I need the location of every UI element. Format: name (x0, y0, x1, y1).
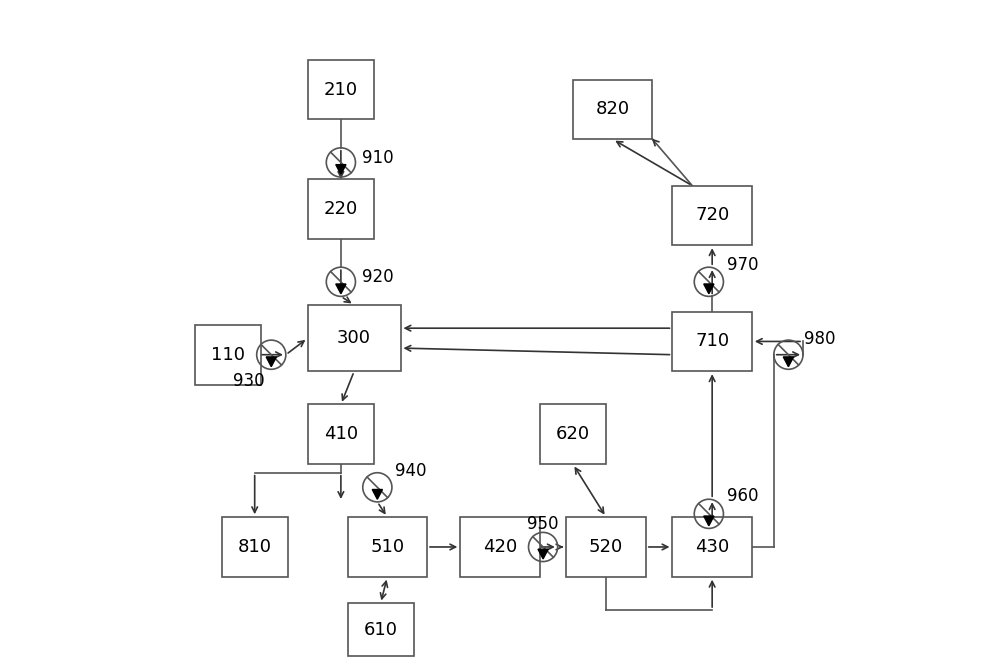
FancyBboxPatch shape (348, 517, 427, 577)
Text: 510: 510 (370, 538, 404, 556)
Text: 710: 710 (695, 332, 729, 351)
Polygon shape (372, 489, 382, 499)
FancyBboxPatch shape (308, 60, 374, 119)
FancyBboxPatch shape (460, 517, 540, 577)
Text: 820: 820 (596, 100, 630, 119)
Text: 420: 420 (483, 538, 517, 556)
Text: 430: 430 (695, 538, 729, 556)
Text: 920: 920 (362, 268, 394, 286)
Polygon shape (266, 357, 276, 367)
Polygon shape (704, 284, 714, 294)
Text: 520: 520 (589, 538, 623, 556)
Polygon shape (336, 164, 346, 174)
Text: 960: 960 (727, 487, 758, 505)
Text: 950: 950 (527, 514, 558, 533)
Text: 810: 810 (238, 538, 272, 556)
Text: 720: 720 (695, 206, 729, 225)
FancyBboxPatch shape (566, 517, 646, 577)
Text: 910: 910 (362, 149, 394, 167)
Text: 110: 110 (211, 345, 245, 364)
Polygon shape (336, 284, 346, 294)
FancyBboxPatch shape (540, 404, 606, 464)
FancyBboxPatch shape (672, 517, 752, 577)
Text: 970: 970 (727, 256, 758, 274)
FancyBboxPatch shape (195, 325, 261, 385)
Polygon shape (783, 357, 794, 367)
FancyBboxPatch shape (308, 404, 374, 464)
Text: 980: 980 (804, 330, 835, 349)
FancyBboxPatch shape (308, 305, 401, 371)
Text: 620: 620 (556, 425, 590, 444)
Text: 410: 410 (324, 425, 358, 444)
FancyBboxPatch shape (308, 179, 374, 239)
Polygon shape (704, 516, 714, 526)
FancyBboxPatch shape (672, 312, 752, 371)
Text: 610: 610 (364, 621, 398, 639)
Text: 300: 300 (337, 329, 371, 347)
Text: 220: 220 (324, 200, 358, 218)
FancyBboxPatch shape (222, 517, 288, 577)
FancyBboxPatch shape (672, 186, 752, 245)
Text: 930: 930 (233, 372, 265, 391)
FancyBboxPatch shape (573, 80, 652, 139)
Text: 940: 940 (395, 461, 427, 480)
Text: 210: 210 (324, 80, 358, 99)
Polygon shape (538, 549, 548, 559)
FancyBboxPatch shape (348, 603, 414, 656)
